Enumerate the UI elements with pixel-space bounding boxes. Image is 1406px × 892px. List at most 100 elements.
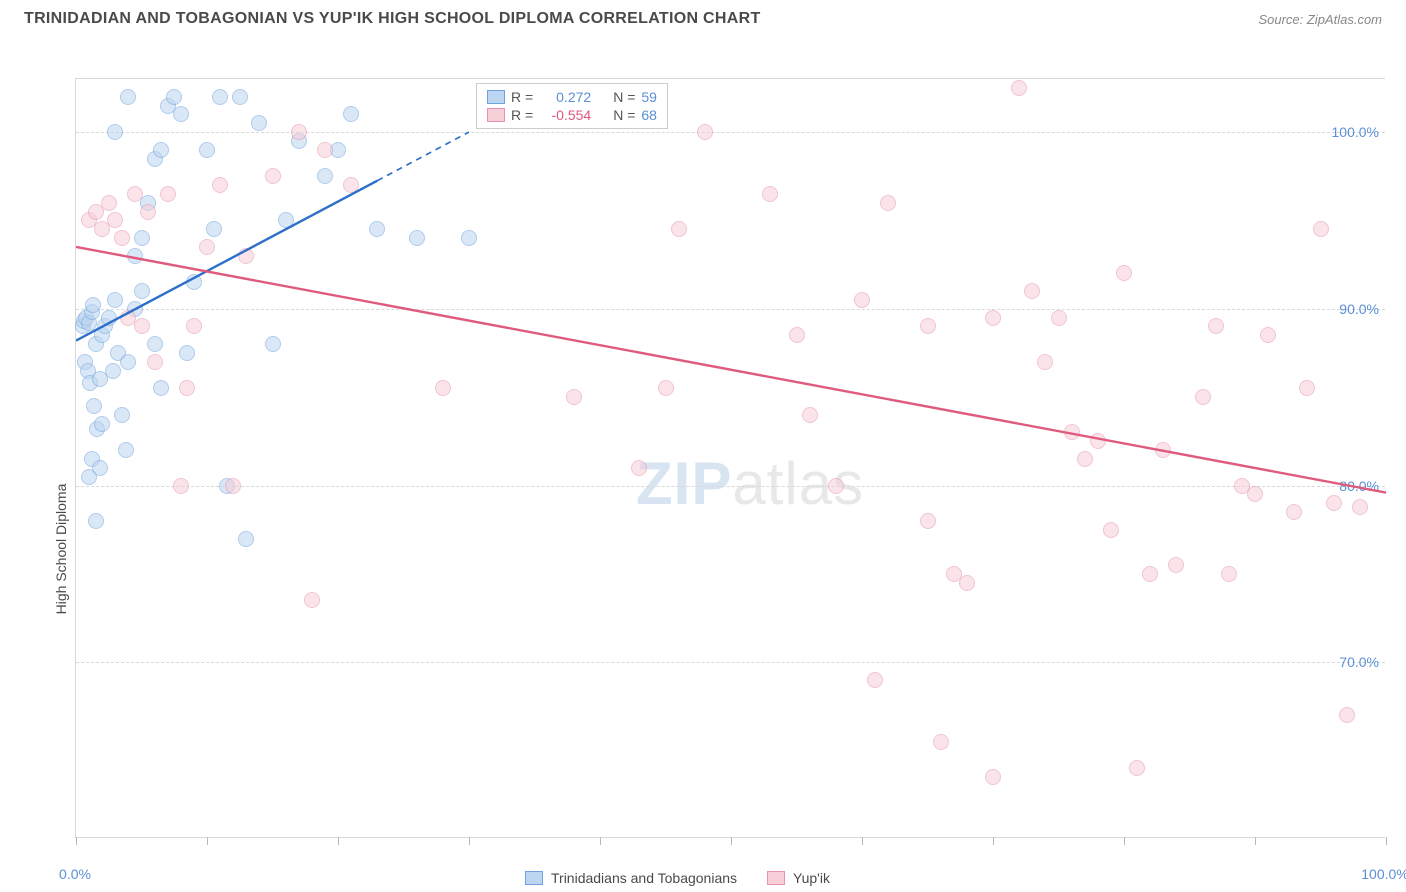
data-point (789, 327, 805, 343)
gridline (76, 132, 1385, 133)
data-point (802, 407, 818, 423)
data-point (1260, 327, 1276, 343)
data-point (304, 592, 320, 608)
data-point (409, 230, 425, 246)
data-point (985, 310, 1001, 326)
data-point (101, 310, 117, 326)
series-legend: Trinidadians and Tobagonians Yup'ik (525, 870, 830, 886)
x-tick (1124, 837, 1125, 845)
data-point (369, 221, 385, 237)
data-point (225, 478, 241, 494)
data-point (186, 318, 202, 334)
data-point (85, 297, 101, 313)
gridline (76, 486, 1385, 487)
series-name: Yup'ik (793, 870, 830, 886)
data-point (212, 177, 228, 193)
gridline (76, 662, 1385, 663)
data-point (147, 336, 163, 352)
x-tick (1386, 837, 1387, 845)
data-point (762, 186, 778, 202)
data-point (86, 398, 102, 414)
trend-lines (76, 79, 1386, 839)
x-tick (76, 837, 77, 845)
data-point (1142, 566, 1158, 582)
x-tick (207, 837, 208, 845)
data-point (317, 168, 333, 184)
data-point (1339, 707, 1355, 723)
data-point (461, 230, 477, 246)
x-tick (469, 837, 470, 845)
gridline (76, 309, 1385, 310)
data-point (1090, 433, 1106, 449)
data-point (140, 204, 156, 220)
data-point (92, 460, 108, 476)
data-point (127, 186, 143, 202)
r-label: R = (511, 107, 533, 123)
data-point (1011, 80, 1027, 96)
legend-item: Trinidadians and Tobagonians (525, 870, 737, 886)
data-point (153, 142, 169, 158)
data-point (238, 531, 254, 547)
x-tick (1255, 837, 1256, 845)
data-point (1116, 265, 1132, 281)
data-point (107, 212, 123, 228)
data-point (658, 380, 674, 396)
data-point (88, 513, 104, 529)
data-point (854, 292, 870, 308)
data-point (1352, 499, 1368, 515)
x-tick (731, 837, 732, 845)
data-point (985, 769, 1001, 785)
data-point (1326, 495, 1342, 511)
y-axis-label: 100.0% (1332, 124, 1379, 140)
x-tick (862, 837, 863, 845)
data-point (199, 142, 215, 158)
data-point (173, 478, 189, 494)
y-axis-title: High School Diploma (53, 484, 69, 615)
legend-swatch (487, 90, 505, 104)
data-point (101, 195, 117, 211)
data-point (1077, 451, 1093, 467)
chart-title: TRINIDADIAN AND TOBAGONIAN VS YUP'IK HIG… (24, 10, 761, 28)
data-point (179, 345, 195, 361)
data-point (1208, 318, 1224, 334)
data-point (105, 363, 121, 379)
data-point (232, 89, 248, 105)
data-point (160, 186, 176, 202)
n-label: N = (613, 89, 635, 105)
n-value: 59 (641, 89, 657, 105)
data-point (1064, 424, 1080, 440)
data-point (212, 89, 228, 105)
plot-area: ZIPatlas70.0%80.0%90.0%100.0%R =0.272N =… (75, 78, 1385, 838)
data-point (114, 230, 130, 246)
data-point (179, 380, 195, 396)
data-point (933, 734, 949, 750)
data-point (127, 248, 143, 264)
legend-row: R =-0.554N =68 (487, 106, 657, 124)
legend-row: R =0.272N =59 (487, 88, 657, 106)
data-point (94, 416, 110, 432)
data-point (107, 124, 123, 140)
data-point (1129, 760, 1145, 776)
data-point (120, 89, 136, 105)
n-label: N = (613, 107, 635, 123)
data-point (265, 336, 281, 352)
data-point (251, 115, 267, 131)
correlation-legend: R =0.272N =59R =-0.554N =68 (476, 83, 668, 129)
data-point (959, 575, 975, 591)
data-point (435, 380, 451, 396)
data-point (867, 672, 883, 688)
data-point (291, 124, 307, 140)
data-point (278, 212, 294, 228)
data-point (1103, 522, 1119, 538)
x-axis-label: 100.0% (1361, 866, 1406, 882)
data-point (343, 106, 359, 122)
data-point (199, 239, 215, 255)
y-axis-label: 80.0% (1339, 478, 1379, 494)
data-point (631, 460, 647, 476)
data-point (118, 442, 134, 458)
x-tick (993, 837, 994, 845)
data-point (1221, 566, 1237, 582)
x-axis-label: 0.0% (59, 866, 91, 882)
data-point (1155, 442, 1171, 458)
data-point (920, 318, 936, 334)
